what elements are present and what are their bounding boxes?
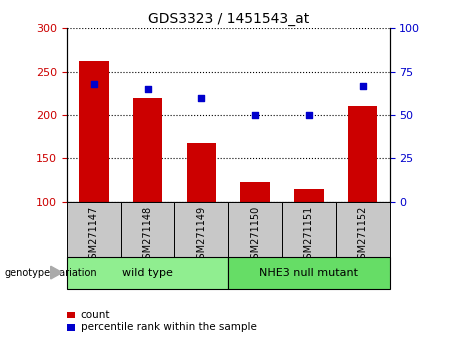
Point xyxy=(144,86,151,92)
Text: GSM271151: GSM271151 xyxy=(304,206,314,265)
Text: genotype/variation: genotype/variation xyxy=(5,268,97,278)
Bar xyxy=(67,324,75,331)
Bar xyxy=(121,202,174,257)
Bar xyxy=(348,106,378,289)
Point xyxy=(251,112,259,118)
Title: GDS3323 / 1451543_at: GDS3323 / 1451543_at xyxy=(148,12,309,26)
Bar xyxy=(294,189,324,289)
Point xyxy=(359,83,366,88)
Text: NHE3 null mutant: NHE3 null mutant xyxy=(260,268,358,278)
Bar xyxy=(133,98,162,289)
Bar xyxy=(336,202,390,257)
Bar xyxy=(240,182,270,289)
Bar xyxy=(67,257,228,289)
Bar xyxy=(174,202,228,257)
Bar xyxy=(79,61,108,289)
Text: GSM271150: GSM271150 xyxy=(250,206,260,265)
Text: wild type: wild type xyxy=(122,268,173,278)
Text: GSM271149: GSM271149 xyxy=(196,206,207,265)
Bar xyxy=(187,143,216,289)
Bar xyxy=(282,202,336,257)
Bar xyxy=(67,202,121,257)
Polygon shape xyxy=(51,266,62,279)
Text: GSM271152: GSM271152 xyxy=(358,206,368,265)
Text: percentile rank within the sample: percentile rank within the sample xyxy=(81,322,257,332)
Point xyxy=(90,81,97,87)
Point xyxy=(198,95,205,101)
Bar xyxy=(228,202,282,257)
Text: count: count xyxy=(81,310,110,320)
Bar xyxy=(67,312,75,318)
Point xyxy=(305,112,313,118)
Text: GSM271147: GSM271147 xyxy=(89,206,99,265)
Text: GSM271148: GSM271148 xyxy=(142,206,153,265)
Bar xyxy=(228,257,390,289)
